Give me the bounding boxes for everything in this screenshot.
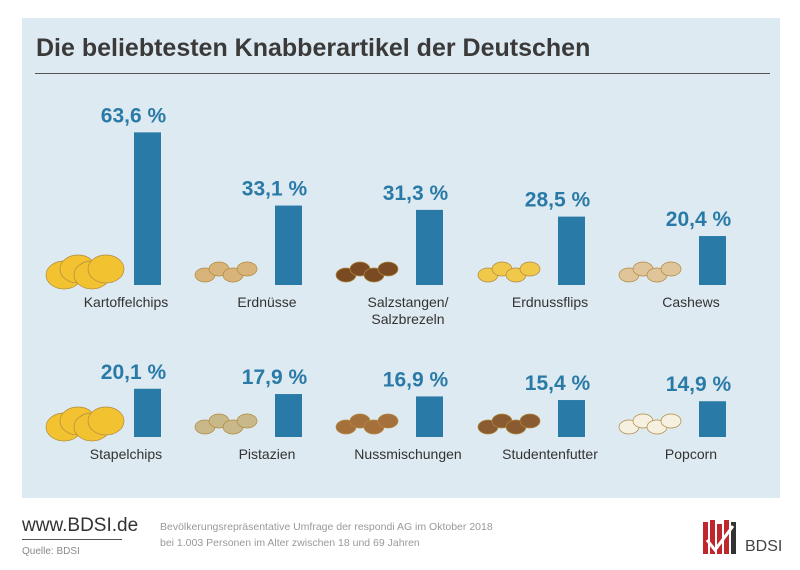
snack-illustration-icon [618, 413, 682, 435]
category-label: Kartoffelchips [84, 294, 169, 310]
survey-note-line1: Bevölkerungsrepräsentative Umfrage der r… [160, 521, 493, 533]
snack-illustration-icon [194, 413, 258, 435]
bar [699, 236, 726, 285]
category-label: Stapelchips [90, 446, 162, 462]
value-label: 15,4 % [525, 372, 591, 395]
bdsi-logo-icon [703, 520, 736, 554]
value-label: 33,1 % [242, 178, 308, 201]
survey-note: Bevölkerungsrepräsentative Umfrage der r… [160, 519, 493, 551]
category-label: Nussmischungen [354, 446, 461, 462]
title-divider [35, 73, 770, 74]
value-label: 20,1 % [101, 361, 167, 384]
snack-illustration-icon [477, 413, 541, 435]
source-text: Quelle: BDSI [22, 546, 80, 557]
bar [558, 216, 585, 285]
value-label: 63,6 % [101, 104, 167, 127]
category-label: Cashews [662, 294, 720, 310]
category-label: Erdnussflips [512, 294, 588, 310]
value-label: 16,9 % [383, 368, 449, 391]
snack-illustration-icon [618, 261, 682, 283]
snack-illustration-icon [477, 261, 541, 283]
footer-divider [22, 539, 122, 540]
logo-text: BDSI [745, 538, 783, 555]
category-label: Studentenfutter [502, 446, 598, 462]
category-label: Pistazien [239, 446, 296, 462]
value-label: 14,9 % [666, 373, 732, 396]
bar [416, 209, 443, 285]
value-label: 20,4 % [666, 208, 732, 231]
website-link[interactable]: www.BDSI.de [22, 515, 139, 536]
category-label: Erdnüsse [237, 294, 296, 310]
value-label: 31,3 % [383, 182, 449, 205]
category-label: Popcorn [665, 446, 717, 462]
bar [699, 401, 726, 437]
chart-title: Die beliebtesten Knabberartikel der Deut… [36, 34, 591, 62]
category-label: Salzbrezeln [371, 311, 444, 327]
bar [134, 388, 161, 437]
bar [275, 205, 302, 285]
bar-chart: 63,6 % Kartoffelchips 33,1 % Erdnüsse 31,3 %… [45, 104, 732, 462]
bar [416, 396, 443, 437]
survey-note-line2: bei 1.003 Personen im Alter zwischen 18 … [160, 537, 420, 549]
bar [134, 132, 161, 285]
snack-illustration-icon [335, 261, 399, 283]
bar [275, 394, 302, 437]
bar [558, 400, 585, 437]
snack-illustration-icon [335, 413, 399, 435]
snack-illustration-icon [194, 261, 258, 283]
value-label: 17,9 % [242, 366, 308, 389]
value-label: 28,5 % [525, 189, 591, 212]
category-label: Salzstangen/ [368, 294, 449, 310]
snack-illustration-icon [45, 254, 125, 290]
snack-illustration-icon [45, 406, 125, 442]
